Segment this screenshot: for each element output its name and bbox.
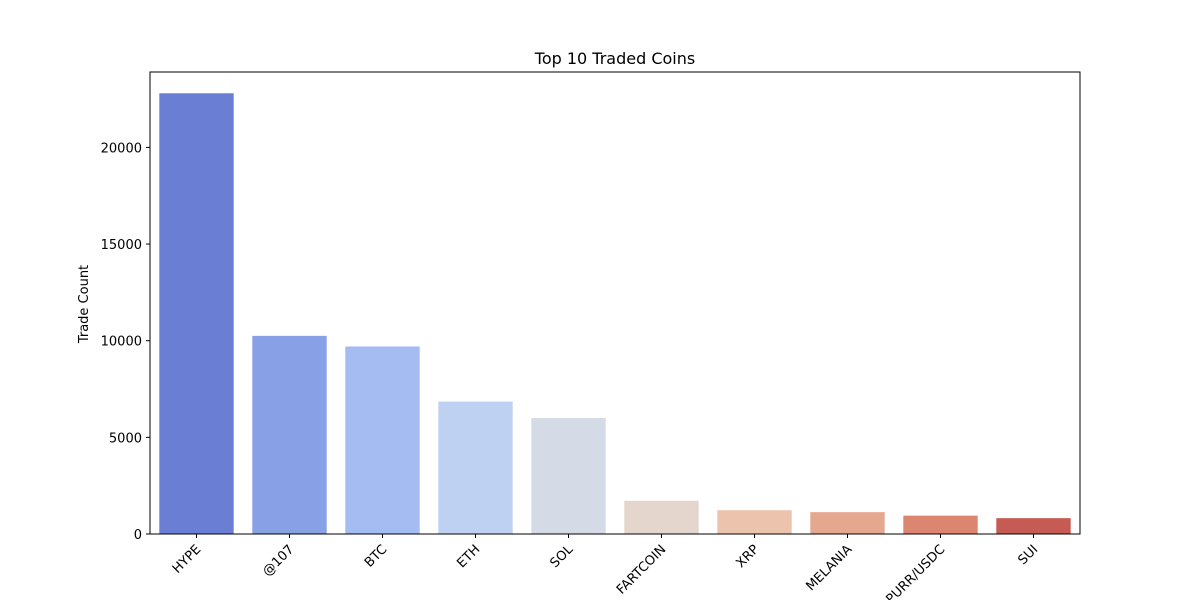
x-tick-label: SOL	[548, 542, 577, 571]
bar-melania	[810, 512, 885, 534]
y-tick-label: 15000	[101, 238, 142, 253]
x-axis-ticks: HYPE @107 BTC ETH SOL FARTCOIN XRP MELANIA PURR/…	[170, 534, 1041, 604]
x-tick-label: PURR/USDC	[884, 542, 949, 600]
x-tick-label: SUI	[1015, 542, 1041, 568]
x-tick-label: MELANIA	[803, 542, 855, 594]
y-tick-label: 0	[134, 528, 142, 543]
x-tick-label: BTC	[362, 542, 390, 570]
bar-sui	[996, 518, 1071, 534]
x-tick-label: XRP	[733, 542, 762, 571]
chart-title: Top 10 Traded Coins	[534, 49, 695, 68]
bar-sol	[531, 418, 606, 534]
bar-purr-usdc	[903, 515, 978, 534]
y-axis-ticks: 0 5000 10000 15000 20000	[101, 141, 150, 543]
x-tick-label: FARTCOIN	[614, 542, 669, 597]
bars-group	[159, 93, 1071, 534]
y-tick-label: 5000	[109, 431, 142, 446]
x-tick-label: ETH	[454, 542, 483, 571]
bar-hype	[159, 93, 234, 534]
bar--107	[252, 335, 327, 534]
bar-xrp	[717, 510, 792, 534]
bar-btc	[345, 346, 420, 534]
y-axis-label: Trade Count	[77, 265, 92, 344]
bar-fartcoin	[624, 500, 699, 534]
y-tick-label: 10000	[101, 335, 142, 350]
plot-frame	[149, 71, 1081, 535]
x-tick-label: @107	[260, 542, 297, 579]
x-tick-label: HYPE	[170, 542, 204, 576]
bar-eth	[438, 401, 513, 534]
y-tick-label: 20000	[101, 141, 142, 156]
